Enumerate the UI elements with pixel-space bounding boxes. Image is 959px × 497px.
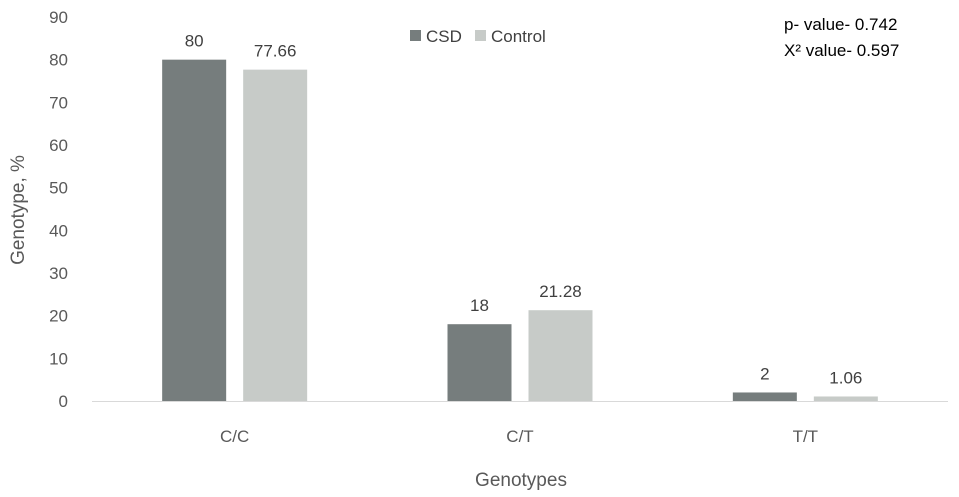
bar-csd-cc xyxy=(162,59,227,402)
data-label: 2 xyxy=(760,364,769,383)
data-label: 18 xyxy=(470,296,489,315)
y-tick-label: 30 xyxy=(49,264,68,283)
bar-control-tt xyxy=(813,396,878,401)
y-axis-title: Genotype, % xyxy=(8,155,29,265)
bar-control-ct xyxy=(528,310,593,401)
y-tick-label: 90 xyxy=(49,8,68,27)
bar-control-cc xyxy=(243,69,308,401)
data-label: 77.66 xyxy=(254,42,297,61)
y-tick-label: 40 xyxy=(49,221,68,240)
bars xyxy=(162,59,878,402)
y-tick-label: 20 xyxy=(49,307,68,326)
y-tick-label: 0 xyxy=(59,392,68,411)
y-tick-label: 50 xyxy=(49,179,68,198)
y-tick-label: 70 xyxy=(49,93,68,112)
chi-square-annotation: X² value- 0.597 xyxy=(784,41,899,60)
x-category-label: C/T xyxy=(506,427,533,446)
data-label: 80 xyxy=(185,32,204,51)
x-axis-title: Genotypes xyxy=(475,470,567,491)
x-category-label: T/T xyxy=(793,427,819,446)
data-labels: 80 77.66 18 21.28 2 1.06 xyxy=(185,32,863,388)
y-tick-label: 60 xyxy=(49,136,68,155)
p-value-annotation: p- value- 0.742 xyxy=(784,15,897,34)
bar-csd-ct xyxy=(447,324,512,401)
legend-label-control: Control xyxy=(491,27,546,46)
data-label: 1.06 xyxy=(829,368,862,387)
y-tick-label: 10 xyxy=(49,349,68,368)
legend-swatch-csd xyxy=(410,30,421,41)
y-axis-ticks: 0 10 20 30 40 50 60 70 80 90 xyxy=(49,8,68,411)
bar-csd-tt xyxy=(732,392,797,401)
legend-swatch-control xyxy=(475,30,486,41)
legend-label-csd: CSD xyxy=(426,27,462,46)
y-tick-label: 80 xyxy=(49,51,68,70)
x-axis-categories: C/C C/T T/T xyxy=(220,427,818,446)
legend: CSD Control xyxy=(410,27,546,46)
x-category-label: C/C xyxy=(220,427,249,446)
data-label: 21.28 xyxy=(539,282,582,301)
